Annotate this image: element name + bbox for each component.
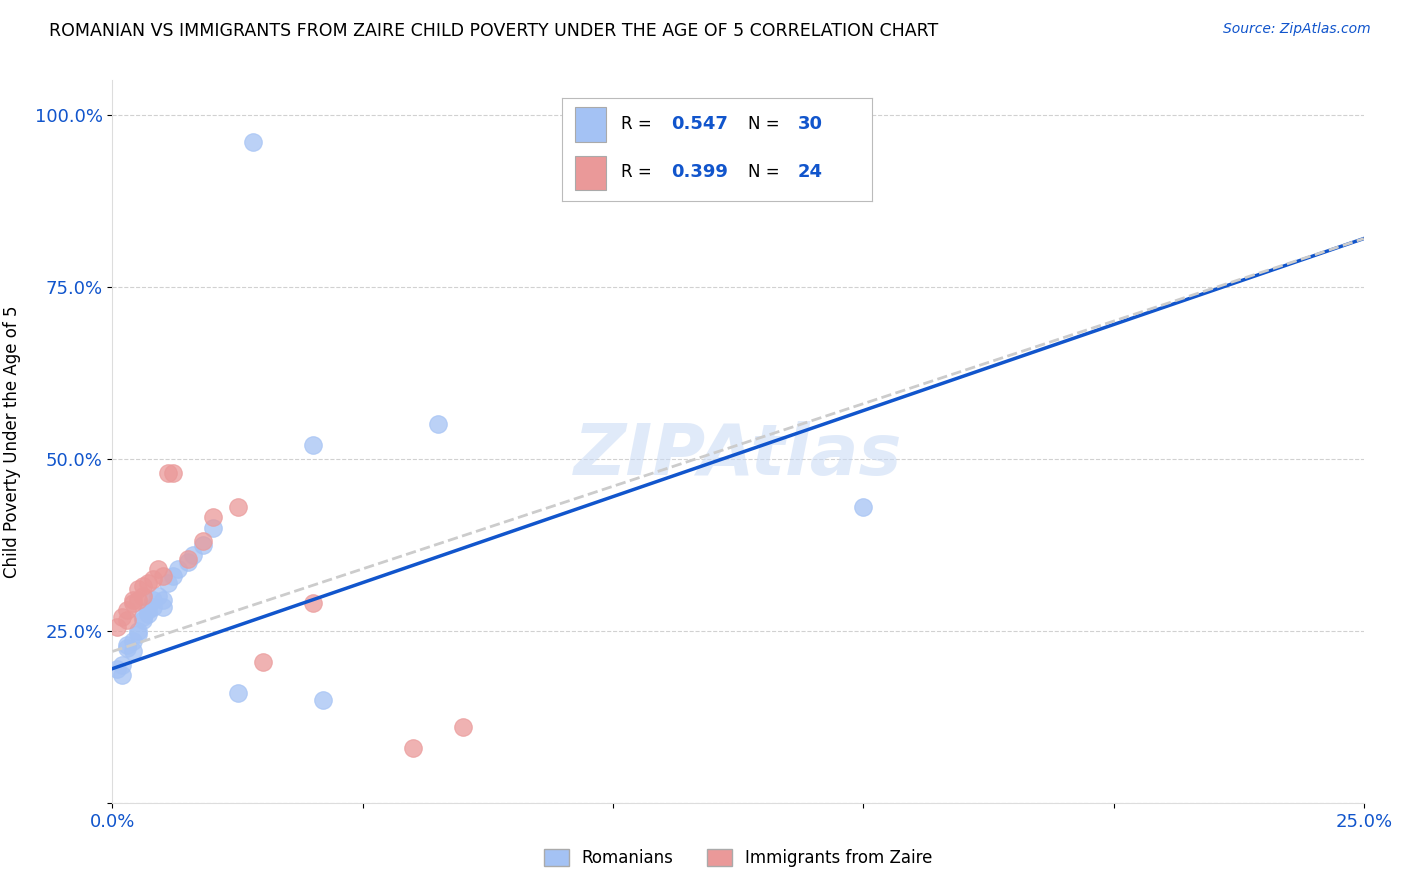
Point <box>156 575 179 590</box>
Point <box>176 551 198 566</box>
Point <box>152 599 174 614</box>
Point <box>136 607 159 621</box>
Point <box>191 538 214 552</box>
Text: N =: N = <box>748 115 785 133</box>
Point <box>146 590 169 604</box>
Point <box>141 592 163 607</box>
Point <box>127 592 149 607</box>
FancyBboxPatch shape <box>575 107 606 142</box>
Point <box>226 686 249 700</box>
Point <box>131 610 153 624</box>
Point <box>162 466 184 480</box>
Point <box>146 562 169 576</box>
Point <box>107 662 129 676</box>
Point <box>131 614 153 628</box>
Point <box>162 568 184 582</box>
Point <box>201 510 224 524</box>
Point <box>117 603 139 617</box>
Point <box>117 640 139 655</box>
Point <box>121 634 143 648</box>
Point <box>152 568 174 582</box>
Point <box>301 596 323 610</box>
Text: Source: ZipAtlas.com: Source: ZipAtlas.com <box>1223 22 1371 37</box>
Point <box>141 599 163 614</box>
Text: 30: 30 <box>797 115 823 133</box>
Point <box>127 624 149 638</box>
Point <box>136 603 159 617</box>
Text: R =: R = <box>621 163 657 181</box>
Point <box>127 582 149 597</box>
Text: 0.399: 0.399 <box>671 163 727 181</box>
Point <box>242 135 264 149</box>
Point <box>312 692 335 706</box>
Point <box>252 655 274 669</box>
Text: N =: N = <box>748 163 785 181</box>
Point <box>111 658 134 673</box>
Point <box>111 668 134 682</box>
Point <box>117 638 139 652</box>
Point <box>226 500 249 514</box>
Point <box>191 534 214 549</box>
Point <box>156 466 179 480</box>
Point <box>107 620 129 634</box>
Point <box>117 614 139 628</box>
Legend: Romanians, Immigrants from Zaire: Romanians, Immigrants from Zaire <box>537 842 939 874</box>
Text: 24: 24 <box>797 163 823 181</box>
Point <box>451 720 474 734</box>
Point <box>131 579 153 593</box>
Text: ROMANIAN VS IMMIGRANTS FROM ZAIRE CHILD POVERTY UNDER THE AGE OF 5 CORRELATION C: ROMANIAN VS IMMIGRANTS FROM ZAIRE CHILD … <box>49 22 938 40</box>
Y-axis label: Child Poverty Under the Age of 5: Child Poverty Under the Age of 5 <box>3 305 21 578</box>
Point <box>131 590 153 604</box>
Point <box>136 575 159 590</box>
FancyBboxPatch shape <box>575 155 606 190</box>
Point <box>121 592 143 607</box>
Point <box>141 572 163 586</box>
Point <box>111 610 134 624</box>
Point <box>127 627 149 641</box>
Point <box>201 520 224 534</box>
Text: R =: R = <box>621 115 657 133</box>
Point <box>402 740 425 755</box>
Text: 0.547: 0.547 <box>671 115 727 133</box>
Point <box>121 644 143 658</box>
Point <box>181 548 204 562</box>
Point <box>166 562 188 576</box>
Point <box>852 500 875 514</box>
Point <box>301 438 323 452</box>
Point <box>121 596 143 610</box>
Point <box>426 417 449 432</box>
Point <box>176 555 198 569</box>
Text: ZIPAtlas: ZIPAtlas <box>574 422 903 491</box>
Point <box>152 592 174 607</box>
